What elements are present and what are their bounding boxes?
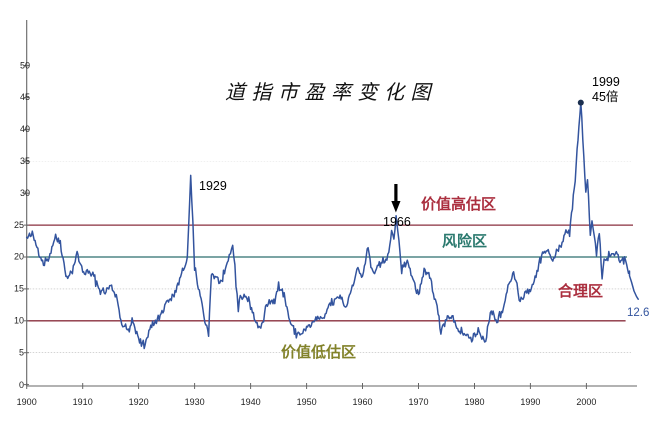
svg-text:1980: 1980 <box>464 397 484 407</box>
svg-text:40: 40 <box>20 124 30 134</box>
svg-text:1910: 1910 <box>73 397 93 407</box>
svg-text:10: 10 <box>14 316 24 326</box>
svg-text:50: 50 <box>20 60 30 70</box>
svg-text:0: 0 <box>19 380 24 390</box>
svg-text:5: 5 <box>19 348 24 358</box>
svg-text:价值高估区: 价值高估区 <box>421 195 496 213</box>
svg-text:风险区: 风险区 <box>442 232 487 250</box>
svg-text:1930: 1930 <box>185 397 205 407</box>
svg-text:1940: 1940 <box>241 397 261 407</box>
svg-text:1950: 1950 <box>297 397 317 407</box>
svg-text:1920: 1920 <box>129 397 149 407</box>
svg-text:25: 25 <box>14 220 24 230</box>
svg-text:12.6: 12.6 <box>627 307 649 319</box>
svg-text:合理区: 合理区 <box>557 282 603 300</box>
svg-text:15: 15 <box>14 284 24 294</box>
svg-text:35: 35 <box>20 156 30 166</box>
svg-text:45倍: 45倍 <box>592 89 618 104</box>
svg-text:价值低估区: 价值低估区 <box>281 343 356 361</box>
svg-text:1990: 1990 <box>520 397 540 407</box>
svg-text:1999: 1999 <box>592 75 620 89</box>
svg-text:45: 45 <box>20 92 30 102</box>
svg-text:2000: 2000 <box>576 397 596 407</box>
svg-text:1929: 1929 <box>199 179 227 193</box>
svg-text:1966: 1966 <box>383 215 411 229</box>
svg-text:道指市盈率变化图: 道指市盈率变化图 <box>225 82 437 104</box>
svg-text:30: 30 <box>20 188 30 198</box>
svg-text:1900: 1900 <box>17 397 37 407</box>
svg-text:20: 20 <box>14 252 24 262</box>
svg-text:1970: 1970 <box>408 397 428 407</box>
svg-text:1960: 1960 <box>352 397 372 407</box>
